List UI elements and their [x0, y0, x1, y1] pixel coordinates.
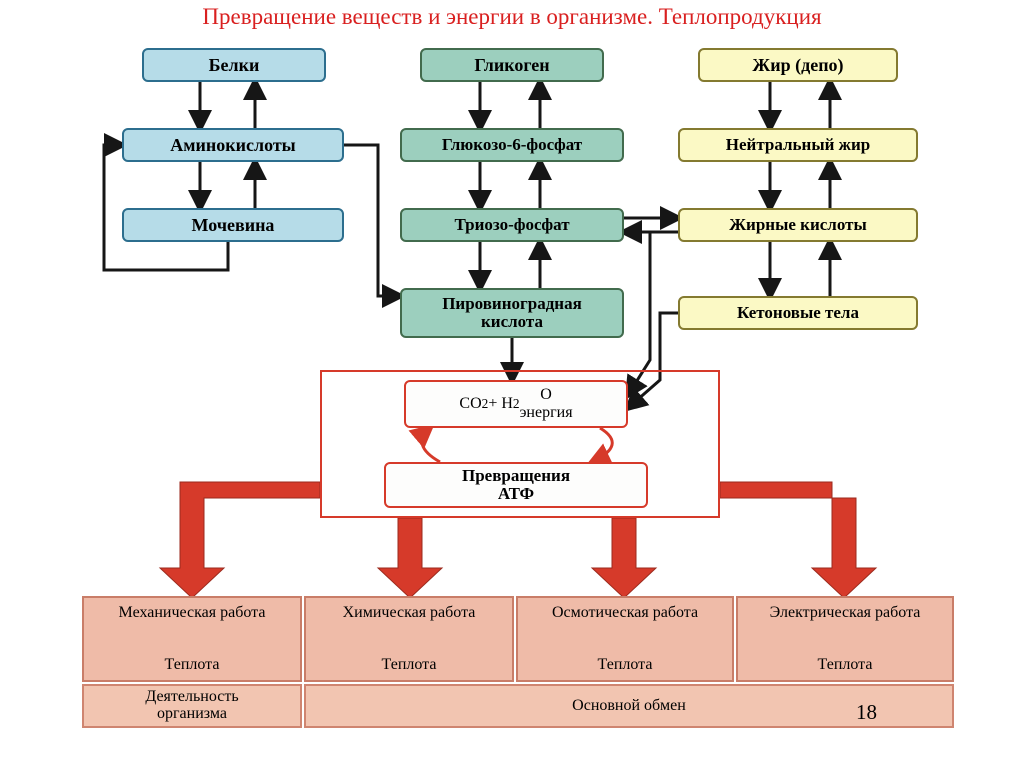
- node-proteins: Белки: [142, 48, 326, 82]
- work-box-0: Механическая работа Теплота: [82, 596, 302, 682]
- work-label: Химическая работа: [343, 604, 476, 622]
- node-fatty_acids: Жирные кислоты: [678, 208, 918, 242]
- node-pyruvate: Пировинограднаякислота: [400, 288, 624, 338]
- bottom-activity: Деятельностьорганизма: [82, 684, 302, 728]
- node-amino: Аминокислоты: [122, 128, 344, 162]
- node-fat_depot: Жир (депо): [698, 48, 898, 82]
- node-co2_energy: CO2 + H2Oэнергия: [404, 380, 628, 428]
- work-box-1: Химическая работа Теплота: [304, 596, 514, 682]
- heat-label: Теплота: [165, 656, 220, 674]
- node-urea: Мочевина: [122, 208, 344, 242]
- page-number: 18: [856, 700, 877, 725]
- work-label: Механическая работа: [119, 604, 266, 622]
- node-triose: Триозо-фосфат: [400, 208, 624, 242]
- node-neutral_fat: Нейтральный жир: [678, 128, 918, 162]
- work-label: Осмотическая работа: [552, 604, 698, 622]
- work-box-2: Осмотическая работа Теплота: [516, 596, 734, 682]
- heat-label: Теплота: [382, 656, 437, 674]
- heat-label: Теплота: [598, 656, 653, 674]
- work-box-3: Электрическая работа Теплота: [736, 596, 954, 682]
- node-glucose6p: Глюкозо-6-фосфат: [400, 128, 624, 162]
- diagram-stage: Превращение веществ и энергии в организм…: [0, 0, 1024, 767]
- work-label: Электрическая работа: [770, 604, 921, 622]
- node-glycogen: Гликоген: [420, 48, 604, 82]
- node-atp: ПревращенияАТФ: [384, 462, 648, 508]
- node-ketone: Кетоновые тела: [678, 296, 918, 330]
- heat-label: Теплота: [818, 656, 873, 674]
